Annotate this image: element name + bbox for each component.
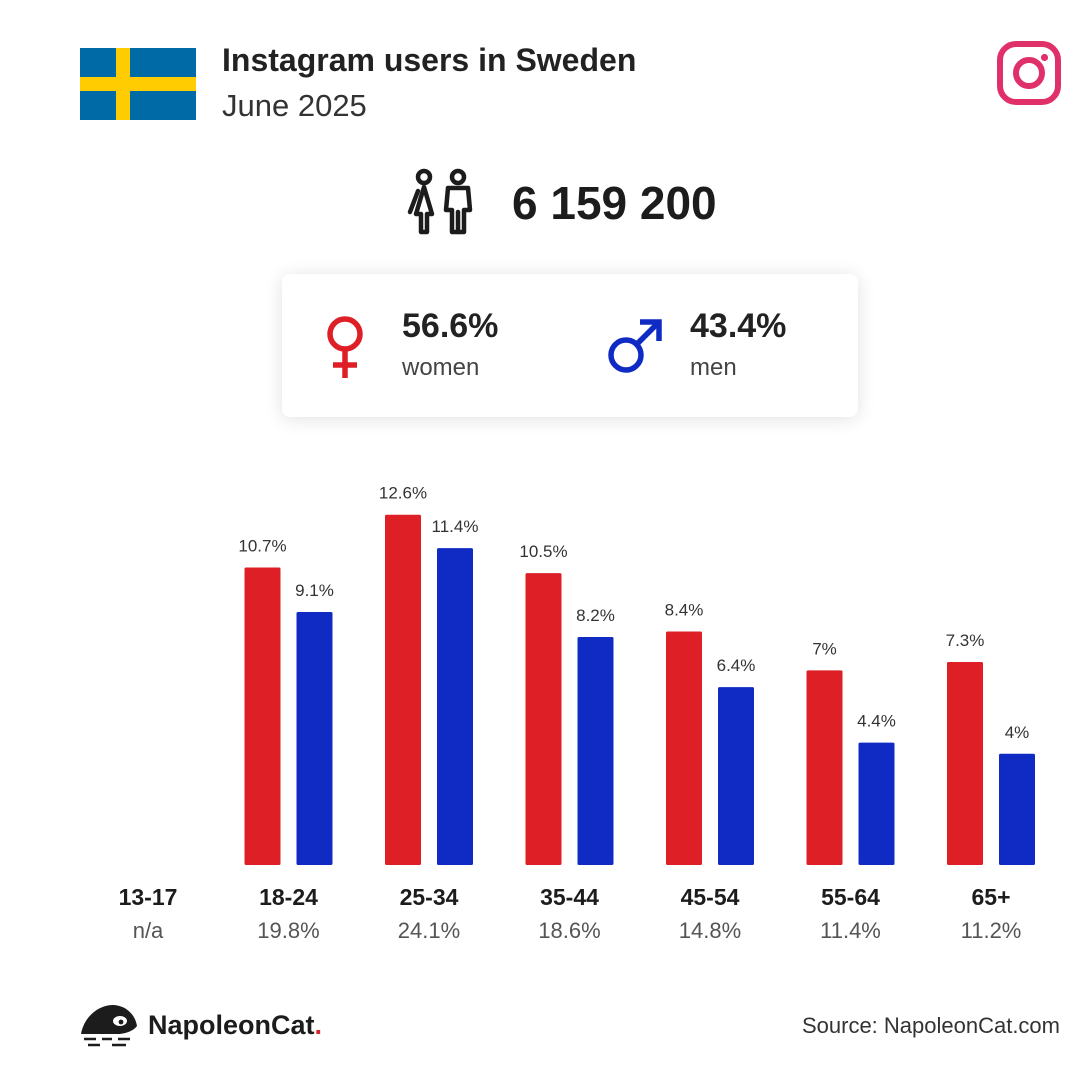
age-category-label: 45-54: [681, 884, 740, 910]
bar-men-45-54: [718, 687, 754, 865]
bar-value-label-men-45-54: 6.4%: [717, 656, 756, 675]
bar-value-label-men-25-34: 11.4%: [432, 517, 479, 536]
men-label: men: [690, 354, 737, 381]
bar-value-label-women-35-44: 10.5%: [519, 542, 567, 561]
bar-women-45-54: [666, 631, 702, 865]
bar-value-label-men-35-44: 8.2%: [576, 606, 615, 625]
age-category-label: 65+: [971, 884, 1010, 910]
women-label: women: [402, 354, 480, 381]
bar-value-label-men-65+: 4%: [1005, 723, 1030, 742]
men-percentage: 43.4%: [690, 307, 787, 345]
bar-women-55-64: [806, 670, 843, 865]
age-category-label: 35-44: [540, 884, 599, 910]
women-percentage: 56.6%: [402, 307, 499, 345]
brand-dot: .: [314, 1010, 323, 1040]
brand-name: NapoleonCat.: [148, 1010, 322, 1041]
age-category-total: 11.2%: [961, 918, 1022, 943]
bar-men-65+: [999, 753, 1035, 865]
page-title: Instagram users in Sweden: [222, 42, 637, 78]
age-category-total: 24.1%: [398, 918, 460, 943]
age-category-total: 19.8%: [257, 918, 319, 943]
total-users-value: 6 159 200: [512, 177, 717, 229]
instagram-icon: [997, 41, 1061, 105]
bar-women-65+: [947, 662, 983, 865]
bar-value-label-women-25-34: 12.6%: [379, 484, 427, 503]
users-icon: [407, 168, 473, 235]
age-category-total: n/a: [133, 918, 164, 943]
bar-men-35-44: [577, 637, 614, 865]
bar-value-label-women-18-24: 10.7%: [238, 537, 286, 556]
age-category-total: 11.4%: [820, 918, 881, 943]
age-category-label: 25-34: [400, 884, 459, 910]
bar-value-label-men-55-64: 4.4%: [857, 712, 896, 731]
age-category-label: 55-64: [821, 884, 880, 910]
sweden-flag-icon: [80, 48, 196, 120]
bar-men-55-64: [858, 742, 895, 865]
bar-women-35-44: [525, 573, 562, 865]
bar-women-25-34: [385, 514, 421, 865]
napoleoncat-logo-icon: [81, 1004, 137, 1047]
brand-name-text: NapoleonCat: [148, 1010, 315, 1040]
source-credit: Source: NapoleonCat.com: [801, 1013, 1060, 1038]
female-symbol-icon: [327, 316, 363, 378]
age-category-label: 13-17: [119, 884, 178, 910]
bar-men-18-24: [296, 612, 333, 865]
male-symbol-icon: [608, 319, 662, 373]
bar-value-label-men-18-24: 9.1%: [295, 581, 334, 600]
age-category-label: 18-24: [259, 884, 318, 910]
age-category-total: 14.8%: [679, 918, 741, 943]
age-category-total: 18.6%: [538, 918, 600, 943]
total-users-block: 6 159 200: [406, 168, 717, 238]
gender-split-card: 56.6% women 43.4% men: [282, 274, 858, 417]
bar-value-label-women-55-64: 7%: [812, 639, 837, 658]
bar-value-label-women-45-54: 8.4%: [665, 600, 704, 619]
bar-value-label-women-65+: 7.3%: [946, 631, 985, 650]
bar-women-18-24: [244, 567, 281, 865]
page-subtitle: June 2025: [222, 88, 367, 123]
bar-men-25-34: [437, 548, 473, 865]
